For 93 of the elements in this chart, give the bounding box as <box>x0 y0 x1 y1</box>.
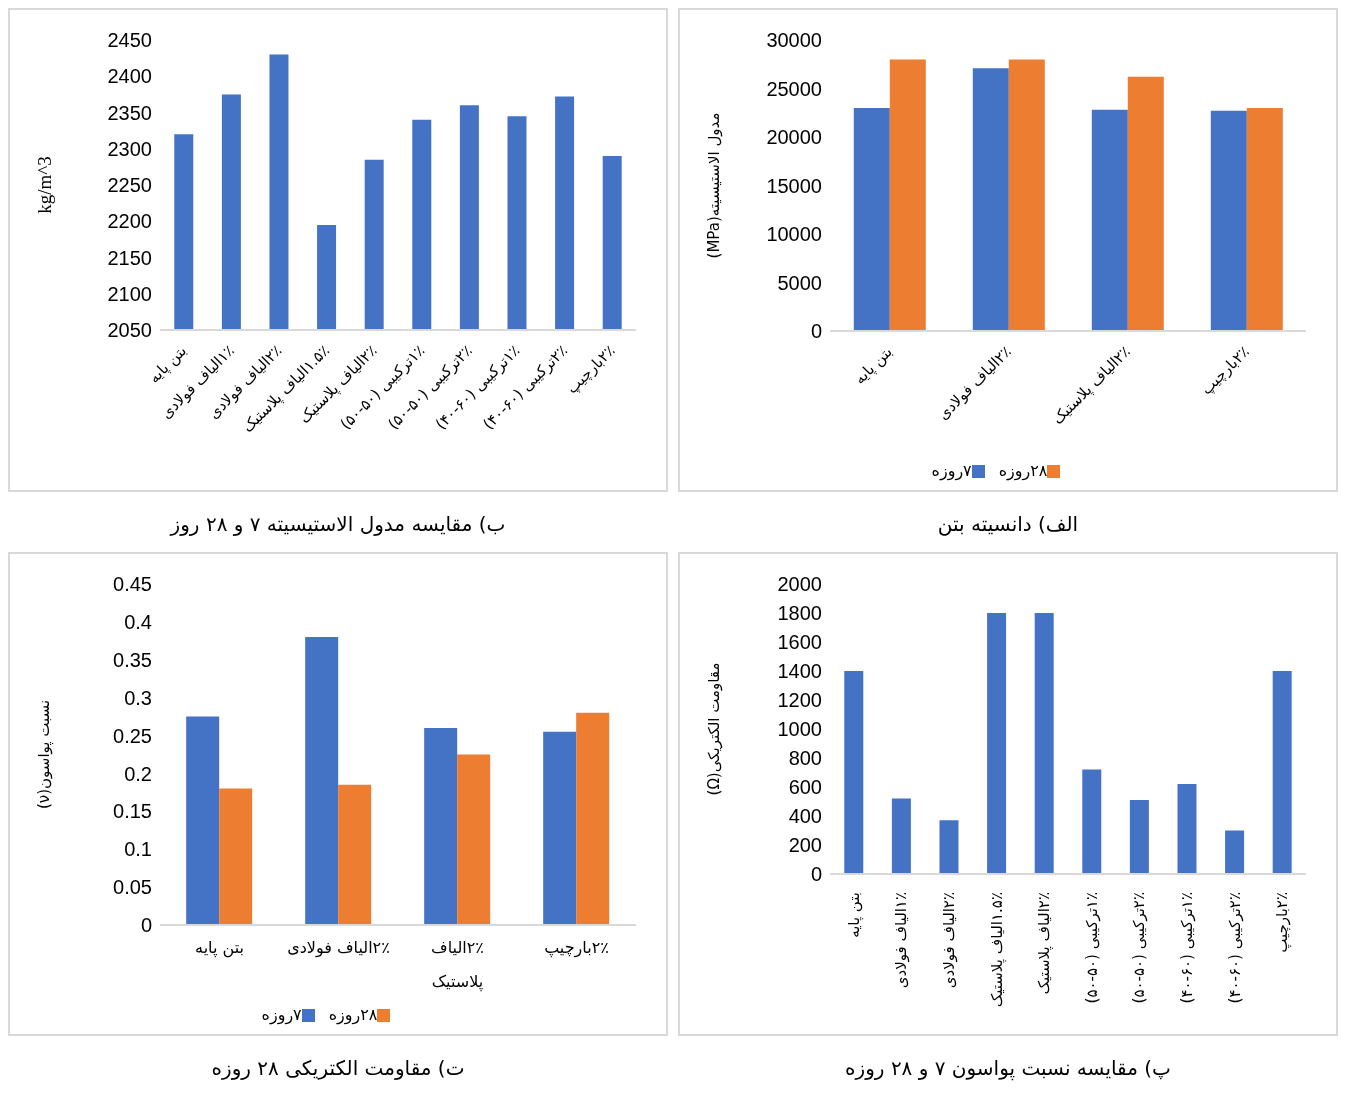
bar <box>1129 800 1149 874</box>
y-tick-label: 2100 <box>107 282 152 305</box>
y-tick-label: 0 <box>810 320 822 343</box>
y-tick-label: 30000 <box>766 29 822 52</box>
x-tick-label: بتن پایه <box>844 892 864 938</box>
x-tick-label: ۲٪الیاف پلاستیک <box>1048 342 1135 429</box>
y-tick-label: 0.3 <box>124 686 152 709</box>
y-axis-title: نسبت پواسون(ν) <box>35 699 54 810</box>
bar <box>576 712 610 925</box>
legend-label: ۷روزه <box>261 1005 302 1024</box>
y-axis-title: مقاومت الکتریکی(Ω) <box>705 662 723 796</box>
x-tick-label: ۱٪الیاف فولادی <box>892 892 911 989</box>
x-tick-label: ۲٪الیاف فولادی <box>934 342 1015 424</box>
x-tick-label: ۲٪ترکیبی (۵۰-۵۰) <box>1130 892 1149 1004</box>
text: ب) مقایسه مدول الاستیسیته ۷ و ۲۸ روز <box>168 512 507 538</box>
x-tick-label: بتن پایه <box>850 342 897 389</box>
y-tick-label: 2300 <box>107 137 152 160</box>
y-tick-label: 2400 <box>107 65 152 88</box>
bar <box>305 637 339 925</box>
bar <box>219 788 253 925</box>
bar <box>1082 769 1102 874</box>
x-tick-label: ۱.۵٪الیاف پلاستیک <box>987 892 1007 1008</box>
y-tick-label: 0.2 <box>124 762 152 785</box>
bar <box>338 784 372 925</box>
x-tick-label: ۱٪ترکیبی (۶۰-۴۰) <box>1178 892 1196 1004</box>
y-tick-label: 1000 <box>777 718 822 741</box>
bar <box>1225 830 1245 874</box>
y-tick-label: 0 <box>810 863 822 886</box>
legend-label: ۷روزه <box>931 461 972 480</box>
x-tick-label: بتن پایه <box>195 938 244 958</box>
bar <box>1008 59 1045 331</box>
bar <box>457 754 491 925</box>
y-tick-label: 2350 <box>107 101 152 124</box>
text: الف) دانسیته بتن <box>936 512 1080 538</box>
x-tick-label: ۲٪الیاف پلاستیک <box>1035 892 1055 995</box>
bar <box>987 613 1007 874</box>
y-tick-label: 2000 <box>777 573 822 596</box>
y-axis-title: مدول الاستیسیته(MPa) <box>705 112 723 259</box>
text: ت) مقاومت الکتریکی ۲۸ روزه <box>210 1056 466 1082</box>
x-tick-label: ۲٪الیاف فولادی <box>287 938 390 958</box>
x-tick-label: ۲٪بارچیپ <box>1197 342 1254 399</box>
y-tick-label: 25000 <box>766 77 822 100</box>
y-tick-label: 2250 <box>107 174 152 197</box>
bar <box>939 820 959 874</box>
bar <box>1034 613 1054 874</box>
y-tick-label: 400 <box>788 805 822 828</box>
y-tick-label: 20000 <box>766 126 822 149</box>
x-tick-label: ۱٪ترکیبی (۵۰-۵۰) <box>1082 892 1101 1004</box>
y-tick-label: 2150 <box>107 246 152 269</box>
x-tick-label: ۲٪ترکیبی (۶۰-۴۰) <box>1225 892 1244 1004</box>
bar <box>1177 784 1197 874</box>
bar <box>853 107 890 331</box>
y-tick-label: 600 <box>788 776 822 799</box>
y-tick-label: 1600 <box>777 631 822 654</box>
y-tick-label: 5000 <box>777 271 822 294</box>
bar <box>1246 107 1283 331</box>
bar <box>889 59 926 331</box>
bar <box>844 671 864 874</box>
bar <box>891 798 911 874</box>
y-tick-label: 2050 <box>107 319 152 342</box>
y-tick-label: 0.45 <box>113 573 152 596</box>
legend-label: ۲۸روزه <box>328 1005 378 1024</box>
x-tick-label: ۲٪بارچیپ <box>544 938 609 958</box>
y-tick-label: 2200 <box>107 210 152 233</box>
legend-label: ۲۸روزه <box>998 461 1048 480</box>
x-tick-label: ۲٪الیاف پلاستیک <box>431 938 484 992</box>
y-tick-label: 1200 <box>777 689 822 712</box>
y-axis-title: kg/m^3 <box>33 156 55 214</box>
y-tick-label: 15000 <box>766 174 822 197</box>
x-tick-label: ۲٪بارچیپ <box>1273 892 1293 953</box>
bar <box>186 716 220 925</box>
y-tick-label: 0.25 <box>113 724 152 747</box>
y-tick-label: 200 <box>788 834 822 857</box>
y-tick-label: 0.1 <box>124 838 152 861</box>
y-tick-label: 0.15 <box>113 800 152 823</box>
y-tick-label: 800 <box>788 747 822 770</box>
bar <box>972 68 1009 331</box>
bar <box>1091 109 1128 331</box>
bar <box>1210 110 1247 331</box>
y-tick-label: 1400 <box>777 660 822 683</box>
bar <box>543 731 577 925</box>
bar <box>424 727 458 925</box>
text: پ) مقایسه نسبت پواسون ۷ و ۲۸ روزه <box>844 1056 1172 1083</box>
bar <box>1127 76 1164 331</box>
y-tick-label: 2450 <box>107 29 152 52</box>
y-tick-label: 1800 <box>777 602 822 625</box>
x-tick-label: ۲٪الیاف فولادی <box>940 892 958 989</box>
bar <box>1272 671 1292 874</box>
y-tick-label: 0 <box>140 914 152 937</box>
y-tick-label: 0.05 <box>113 876 152 899</box>
y-tick-label: 10000 <box>766 223 822 246</box>
y-tick-label: 0.4 <box>124 610 152 633</box>
y-tick-label: 0.35 <box>113 648 152 671</box>
